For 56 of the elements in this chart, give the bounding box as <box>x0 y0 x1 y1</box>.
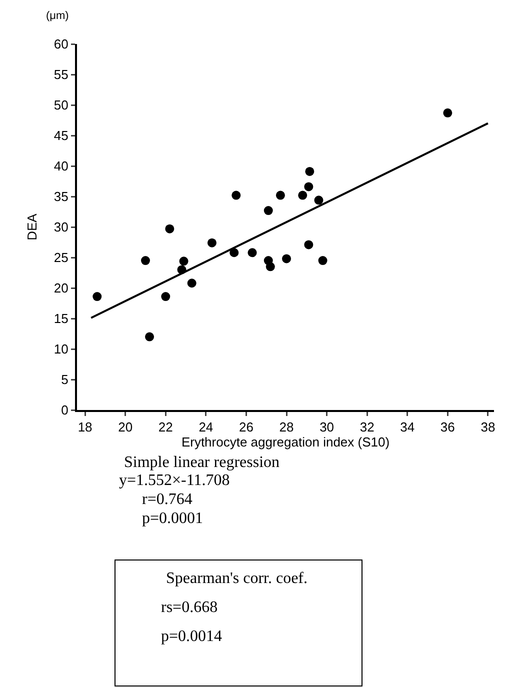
y-tick-label: 20 <box>54 280 68 296</box>
point <box>179 256 188 266</box>
x-tick-label: 20 <box>118 420 133 435</box>
point <box>304 240 314 250</box>
y-axis-title: DEA <box>24 213 40 240</box>
text: Simple linear regression <box>124 454 280 471</box>
y-tick-label: 5 <box>61 372 68 388</box>
y-tick-label: 15 <box>54 311 68 326</box>
x-axis-title: Erythrocyte aggregation index (S10) <box>181 434 390 450</box>
point <box>443 108 452 118</box>
point <box>145 332 154 342</box>
x-tick-label: 24 <box>198 420 214 435</box>
point <box>318 256 328 266</box>
y-tick-label: 40 <box>54 158 68 174</box>
text: rs=0.668 <box>161 599 218 616</box>
text: y=1.552×-11.708 <box>119 472 230 489</box>
point <box>161 292 170 302</box>
point <box>314 196 324 205</box>
point <box>298 190 308 200</box>
y-tick-label: 55 <box>54 67 68 82</box>
y-tick-label: 35 <box>54 189 68 204</box>
point <box>92 292 102 302</box>
x-tick-label: 26 <box>238 420 254 435</box>
x-tick-label: 34 <box>400 420 415 435</box>
x-tick-label: 22 <box>158 420 173 435</box>
point <box>140 256 150 266</box>
point <box>304 182 314 192</box>
y-tick-label: 60 <box>54 36 68 52</box>
point <box>264 206 273 216</box>
x-tick-label: 32 <box>360 420 374 435</box>
x-tick-label: 30 <box>320 420 334 435</box>
y-tick-label: 50 <box>54 98 68 113</box>
y-tick-label: 0 <box>61 402 68 418</box>
y-tick-label: 25 <box>54 250 68 266</box>
point <box>207 238 216 248</box>
text: Spearman's corr. coef. <box>166 570 308 587</box>
point <box>230 248 239 258</box>
point <box>232 190 241 200</box>
y-tick-label: 10 <box>54 342 68 357</box>
point <box>248 248 257 258</box>
text: (μm) <box>46 10 69 22</box>
text: p=0.0001 <box>142 510 204 527</box>
point <box>276 190 285 200</box>
x-tick-label: 36 <box>440 420 455 435</box>
y-tick-label: 45 <box>54 128 68 144</box>
text: p=0.0014 <box>161 628 222 645</box>
point <box>282 254 292 264</box>
x-tick-label: 38 <box>480 420 496 435</box>
text: r=0.764 <box>142 491 192 508</box>
point <box>165 224 174 234</box>
point <box>187 278 196 288</box>
x-tick-label: 28 <box>279 420 294 435</box>
y-tick-label: 30 <box>54 220 68 235</box>
point <box>305 166 314 176</box>
point <box>266 262 275 272</box>
x-tick-label: 18 <box>78 420 92 435</box>
